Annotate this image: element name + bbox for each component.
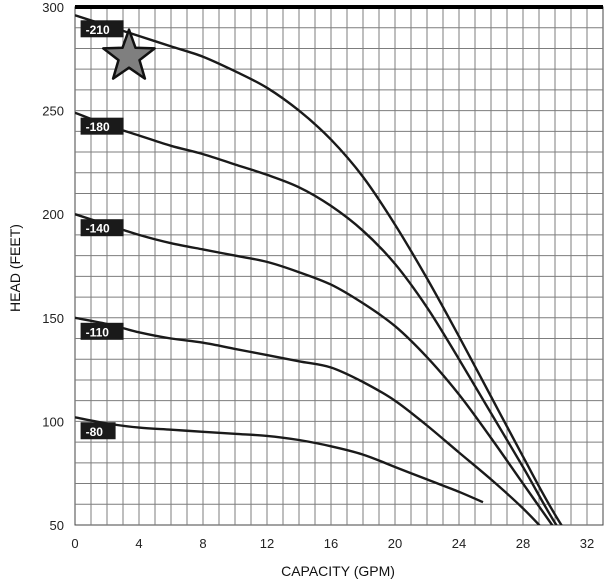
curve-label-bg [80, 422, 116, 440]
grid [74, 5, 604, 526]
curve-label-140: -140 [80, 219, 124, 237]
curve-label-210: -210 [80, 20, 124, 38]
curve-label-text: -180 [86, 120, 110, 134]
x-tick-label: 4 [135, 536, 142, 551]
markers [102, 28, 156, 80]
curve-label-text: -110 [86, 325, 110, 339]
curve-label-text: -80 [86, 425, 104, 439]
curve-210 [75, 14, 563, 525]
y-tick-label: 250 [42, 104, 64, 119]
x-tick-label: 20 [388, 536, 402, 551]
axis-ticks: 0 4 8 12 16 20 24 28 32 50 100 150 200 250 300 [42, 0, 594, 551]
x-axis-title: CAPACITY (GPM) [281, 563, 395, 579]
star-icon [102, 28, 156, 80]
curve-80 [75, 416, 484, 504]
curve-label-bg [80, 20, 124, 38]
curve-label-bg [80, 219, 124, 237]
y-tick-label: 300 [42, 0, 64, 15]
x-tick-label: 32 [580, 536, 594, 551]
plot-area [74, 6, 604, 526]
x-tick-label: 28 [516, 536, 530, 551]
curve-label-text: -210 [86, 23, 110, 37]
y-tick-label: 50 [50, 518, 64, 533]
curve-label-180: -180 [80, 117, 124, 135]
y-tick-label: 200 [42, 207, 64, 222]
curve-label-text: -140 [86, 222, 110, 236]
y-tick-label: 150 [42, 311, 64, 326]
curve-labels: -210 -180 -140 -110 -80 [80, 20, 124, 440]
pump-curves [75, 14, 563, 525]
curve-label-bg [80, 117, 124, 135]
x-tick-label: 16 [324, 536, 338, 551]
x-tick-label: 12 [260, 536, 274, 551]
curve-180 [75, 111, 558, 525]
y-axis-title: HEAD (FEET) [7, 224, 23, 312]
x-tick-label: 24 [452, 536, 466, 551]
curve-label-80: -80 [80, 422, 116, 440]
curve-140 [75, 213, 554, 525]
curve-110 [75, 316, 541, 525]
x-tick-label: 0 [71, 536, 78, 551]
curve-label-110: -110 [80, 322, 124, 340]
y-tick-label: 100 [42, 414, 64, 429]
curve-label-bg [80, 322, 124, 340]
x-tick-label: 8 [199, 536, 206, 551]
